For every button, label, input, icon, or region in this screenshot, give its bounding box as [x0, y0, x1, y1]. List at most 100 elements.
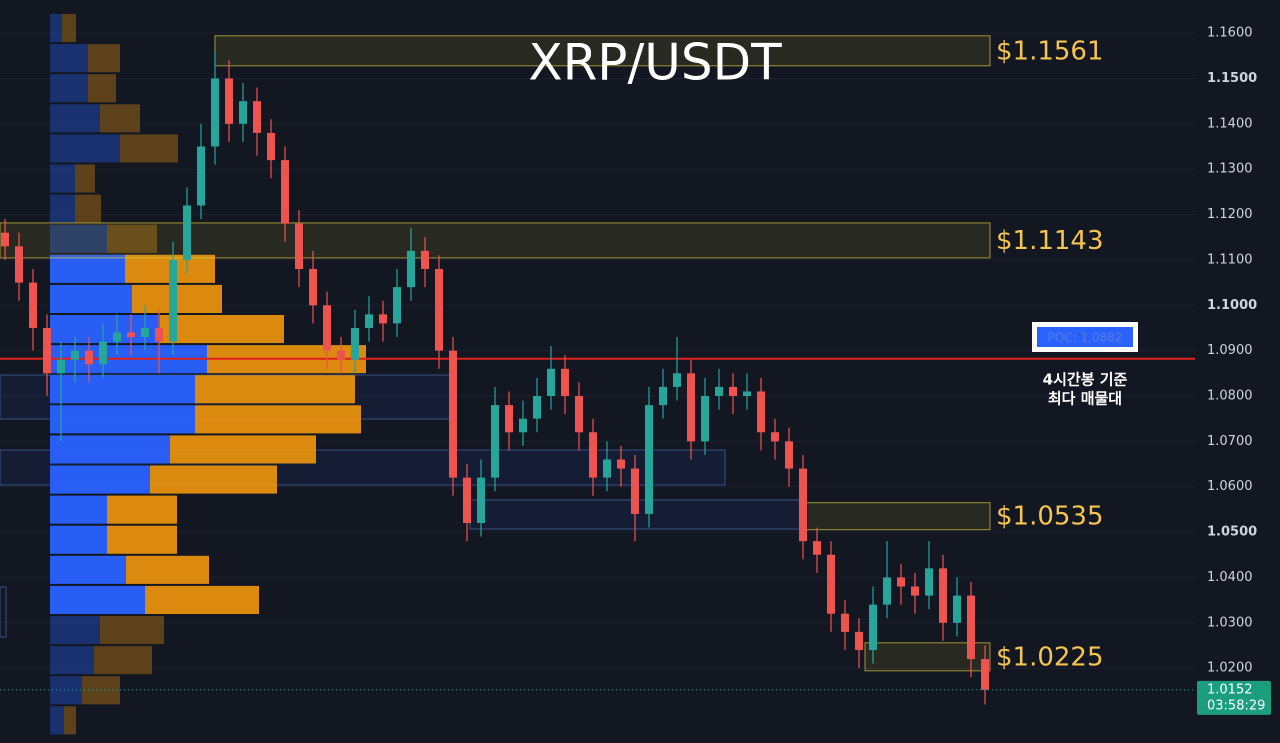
candle-body — [897, 577, 905, 587]
candle-body — [939, 568, 947, 623]
profile-sell — [107, 525, 177, 554]
annotation: 최다 매물대 — [1048, 390, 1122, 408]
y-axis: 1.0200 1.0300 1.0400 1.0500 1.0600 1.0700 1.08… — [0, 26, 1271, 715]
candle-body — [687, 373, 695, 442]
candle-body — [981, 659, 989, 690]
profile-buy — [50, 435, 170, 464]
candle-body — [491, 405, 499, 478]
candle-body — [211, 78, 219, 147]
profile-buy — [50, 284, 132, 313]
candle-body — [967, 595, 975, 660]
candle-body — [575, 395, 583, 433]
poc-label: POC: 1.0882 — [1048, 331, 1123, 345]
candle-body — [29, 282, 37, 328]
candle-body — [869, 604, 877, 651]
level-label: $1.0535 — [996, 502, 1104, 532]
candle-body — [295, 223, 303, 269]
candle-body — [435, 268, 443, 351]
levels: $1.1561 $1.1143 $1.0535 $1.0225 — [0, 35, 1195, 672]
profile-sell — [88, 44, 120, 73]
candle-body — [141, 327, 149, 338]
y-tick-label: 1.1100 — [1207, 252, 1253, 267]
profile-buy — [50, 44, 88, 73]
profile-buy — [50, 134, 120, 163]
y-tick-label: 1.1000 — [1207, 298, 1257, 313]
annotation: 4시간봉 기준 — [1043, 371, 1128, 389]
y-tick-label: 1.1500 — [1207, 71, 1257, 86]
level-label: $1.0225 — [996, 642, 1104, 672]
y-tick-label: 1.0200 — [1207, 661, 1253, 676]
candle-body — [463, 477, 471, 524]
candle-body — [127, 332, 135, 338]
profile-sell — [64, 706, 76, 735]
candle-body — [659, 386, 667, 406]
level-label: $1.1143 — [996, 226, 1104, 256]
candle-body — [323, 305, 331, 351]
chart-title: XRP/USDT — [528, 34, 782, 92]
candle-body — [715, 386, 723, 396]
y-tick-label: 1.0300 — [1207, 615, 1253, 630]
candle-body — [337, 350, 345, 360]
candle-body — [603, 459, 611, 478]
candle-body — [701, 395, 709, 442]
candle-body — [841, 613, 849, 632]
candles — [1, 50, 989, 705]
candle-body — [379, 314, 387, 324]
profile-sell — [120, 134, 178, 163]
candle-body — [505, 405, 513, 433]
profile-sell — [88, 74, 116, 103]
profile-buy — [50, 646, 94, 675]
candle-body — [743, 391, 751, 396]
candle-body — [729, 386, 737, 396]
y-tick-label: 1.1400 — [1207, 116, 1253, 131]
candle-body — [351, 327, 359, 360]
y-tick-label: 1.0700 — [1207, 434, 1253, 449]
candle-body — [71, 350, 79, 360]
profile-sell — [150, 465, 277, 494]
y-tick-label: 1.0400 — [1207, 570, 1253, 585]
profile-sell — [160, 315, 284, 344]
candle-body — [883, 577, 891, 605]
profile-buy — [50, 706, 64, 735]
y-tick-label: 1.0800 — [1207, 388, 1253, 403]
profile-buy — [50, 676, 82, 705]
zone — [0, 586, 7, 638]
candle-body — [449, 350, 457, 478]
last-price-box — [1197, 680, 1271, 715]
candle-body — [393, 287, 401, 324]
candle-body — [533, 395, 541, 419]
candle-body — [309, 268, 317, 306]
profile-buy — [50, 164, 75, 193]
candle-body — [813, 541, 821, 555]
candle-body — [85, 350, 93, 365]
profile-buy — [50, 525, 107, 554]
candle-body — [925, 568, 933, 596]
candle-body — [197, 146, 205, 206]
profile-sell — [170, 435, 316, 464]
candle-body — [589, 432, 597, 478]
profile-buy — [50, 616, 100, 645]
profile-buy — [50, 465, 150, 494]
candle-body — [477, 477, 485, 524]
profile-buy — [50, 224, 107, 253]
candle-body — [225, 78, 233, 124]
profile-sell — [195, 405, 361, 434]
poc-box — [1037, 327, 1133, 347]
profile-buy — [50, 555, 126, 584]
candle-body — [673, 373, 681, 387]
profile-buy — [50, 495, 107, 524]
y-tick-label: 1.1600 — [1207, 26, 1253, 41]
candle-body — [561, 368, 569, 396]
level-box — [0, 222, 991, 259]
profile-sell — [195, 375, 355, 404]
candle-body — [547, 368, 555, 396]
candle-body — [169, 259, 177, 342]
profile-sell — [100, 104, 140, 133]
profile-buy — [50, 74, 88, 103]
candle-body — [519, 418, 527, 433]
candle-body — [281, 160, 289, 224]
candle-body — [855, 631, 863, 651]
candle-body — [421, 250, 429, 269]
candle-body — [827, 554, 835, 614]
